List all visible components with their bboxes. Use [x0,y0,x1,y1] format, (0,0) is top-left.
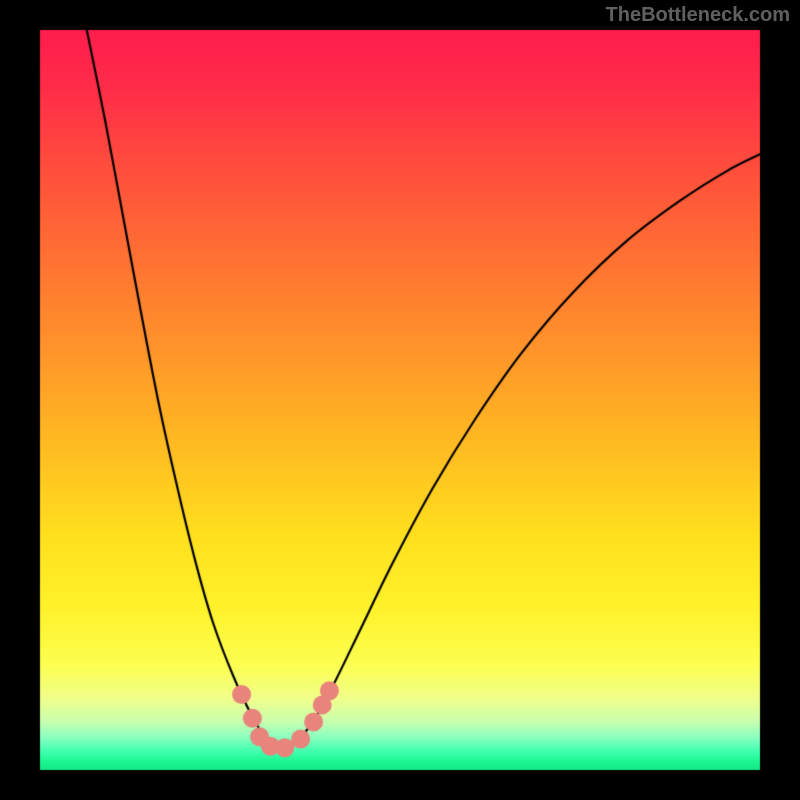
bottleneck-chart-canvas [0,0,800,800]
watermark-text: TheBottleneck.com [606,4,790,27]
chart-container: TheBottleneck.com [0,0,800,800]
